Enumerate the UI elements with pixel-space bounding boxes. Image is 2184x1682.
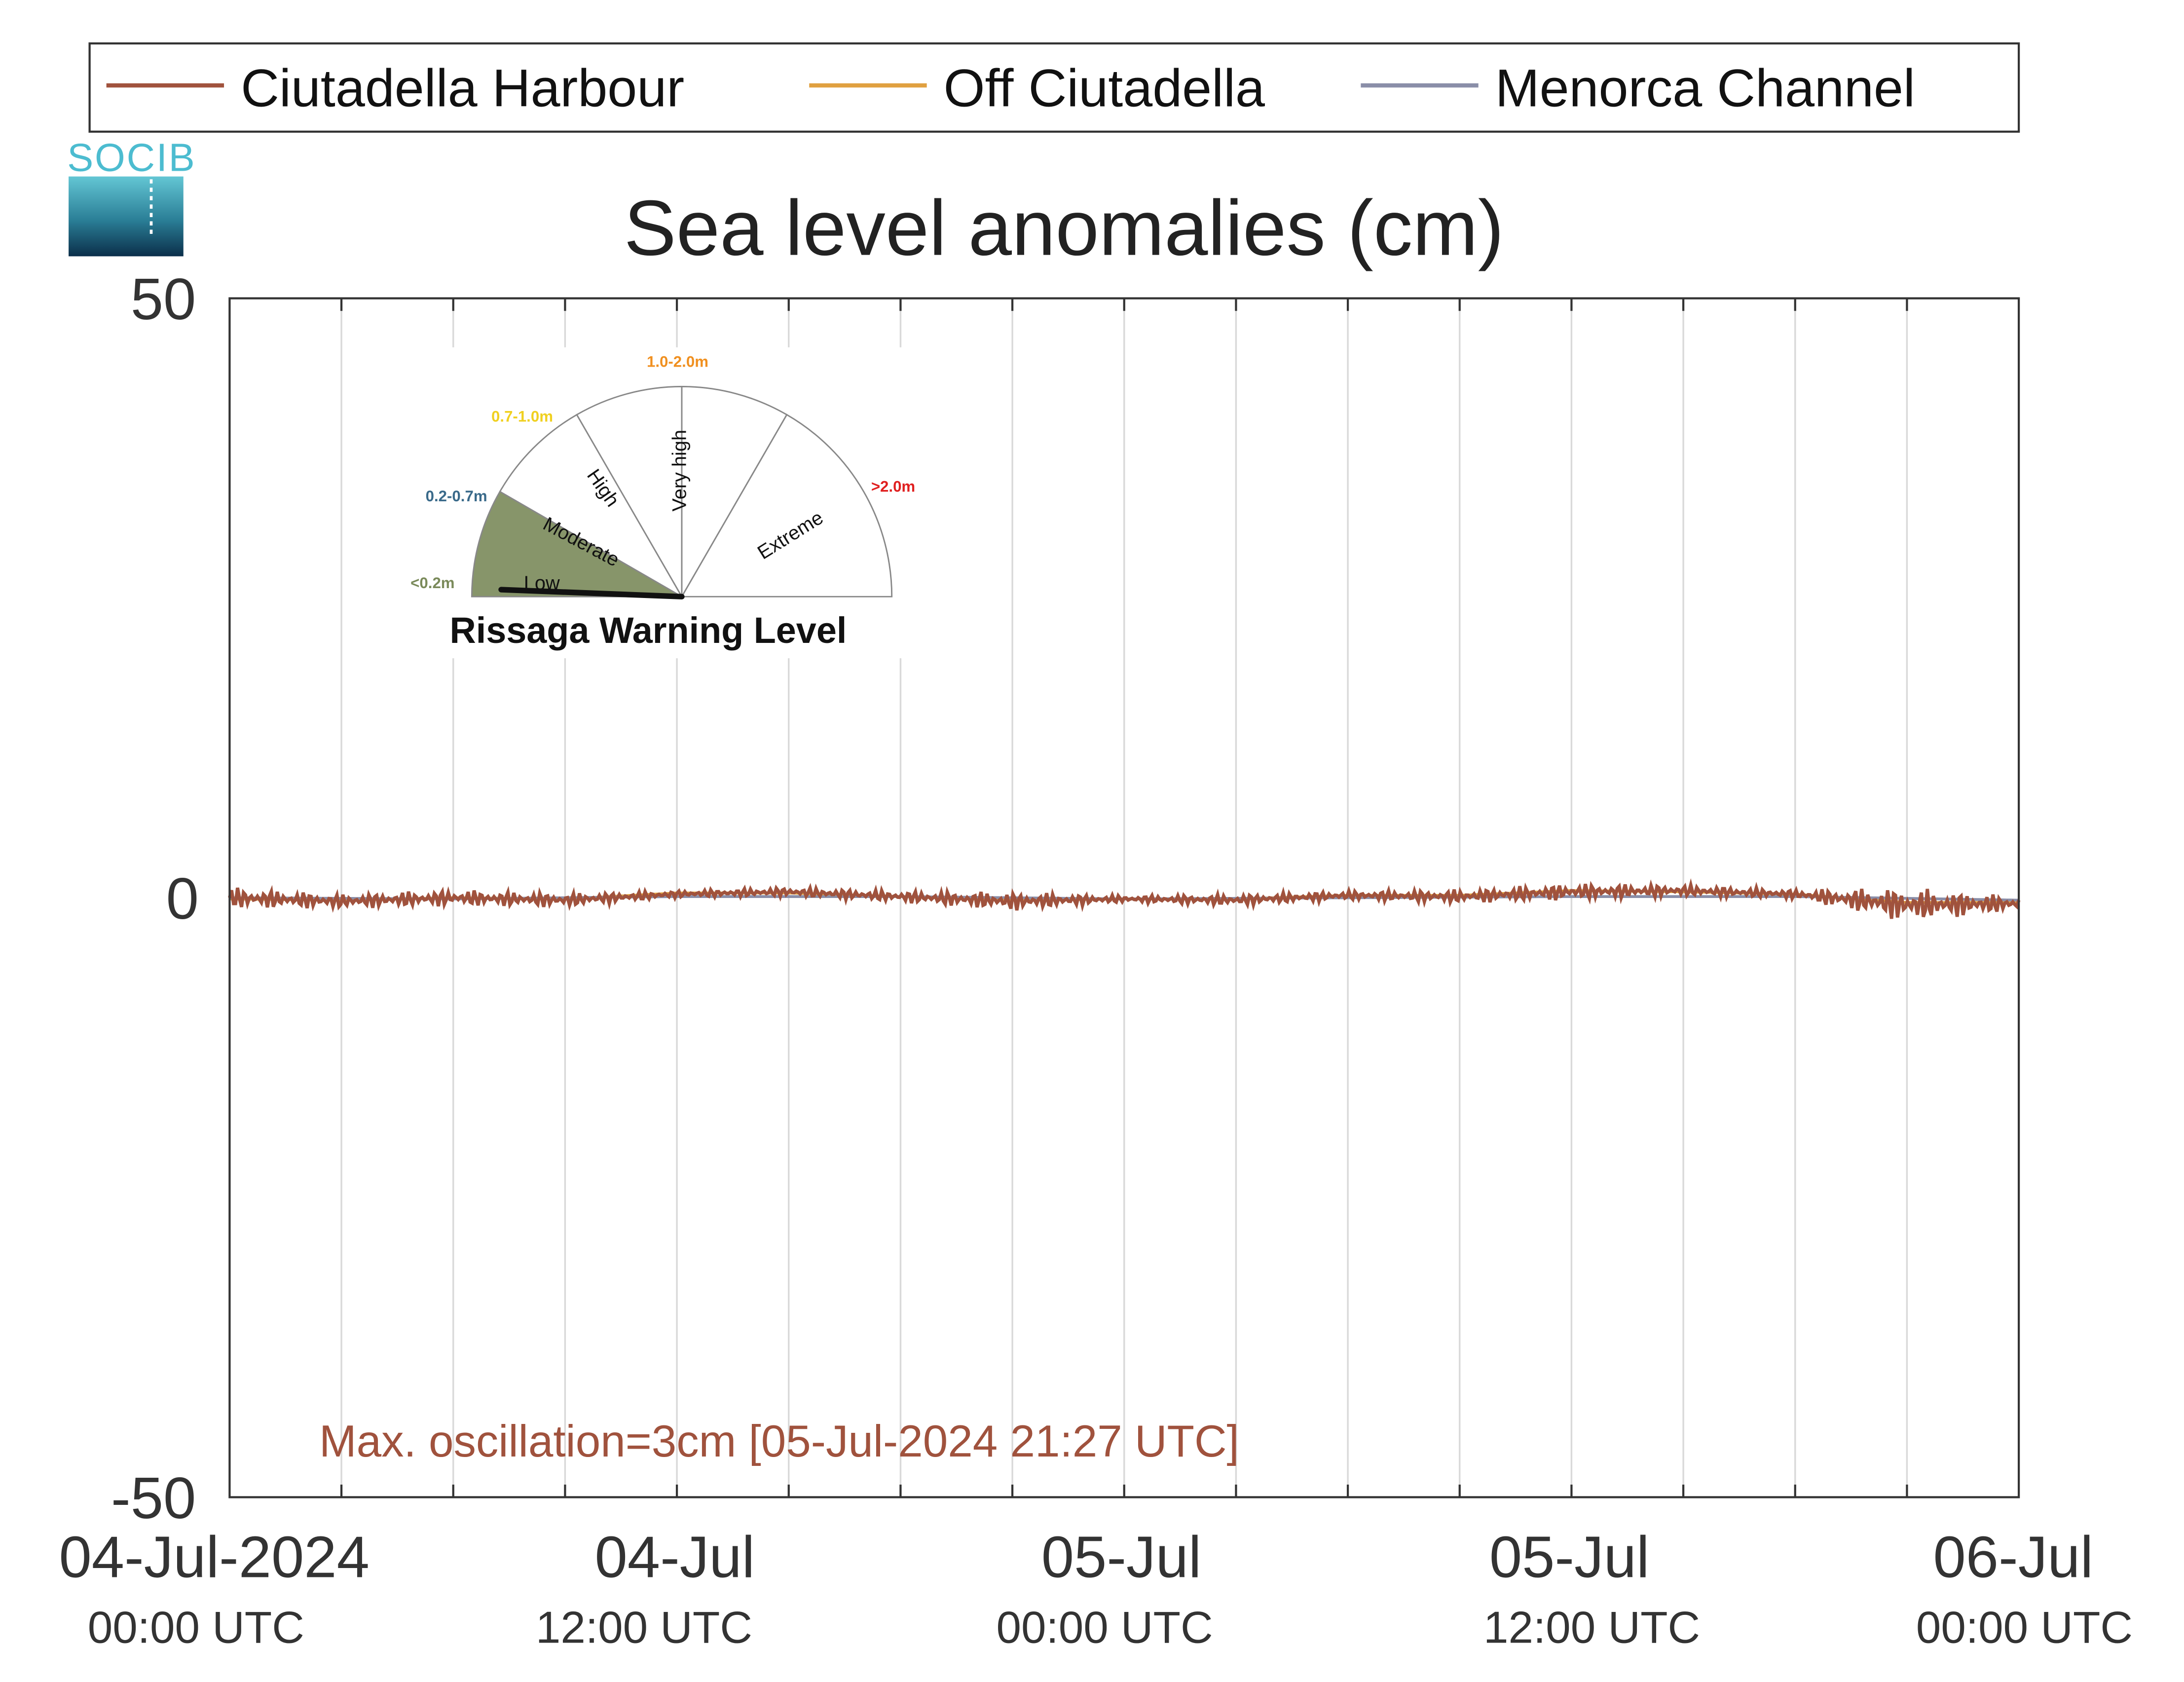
y-tick-label: 0 [166,866,199,932]
logo-wave-block [69,176,184,257]
gauge-range-label: >2.0m [871,478,915,495]
axis-ticks [340,298,1908,1497]
gauge-sector-moderate [499,413,684,599]
x-tick-label: 05-Jul [1489,1524,1650,1590]
gauge-sector-very-high [681,386,788,599]
x-tick-sublabel: 12:00 UTC [536,1603,752,1653]
gauge-sector-extreme [680,413,893,598]
x-tick-sublabel: 00:00 UTC [1916,1603,2133,1653]
y-axis: 50 0 -50 [111,266,199,1531]
gauge-needle [498,587,685,599]
legend-label-ciutadella-harbour: Ciutadella Harbour [241,58,684,118]
gauge-range-label: 0.2-0.7m [426,487,487,505]
series-layer [228,878,2021,919]
gauge-range-label: 1.0-2.0m [647,353,708,371]
gauge-level-label: Very high [669,430,691,512]
y-tick-label: -50 [111,1465,196,1531]
legend-box [88,42,2020,133]
chart-title: Sea level anomalies (cm) [624,184,1504,272]
gauge-range-label: <0.2m [410,574,454,592]
legend-label-menorca-channel: Menorca Channel [1495,58,1915,118]
x-tick-label: 04-Jul [595,1524,755,1590]
legend: Ciutadella Harbour Off Ciutadella Menorc… [88,42,2020,133]
legend-label-off-ciutadella: Off Ciutadella [944,58,1265,118]
socib-logo: SOCIB [67,135,196,257]
x-tick-sublabel: 00:00 UTC [996,1603,1213,1653]
x-tick-label: 06-Jul [1933,1524,2093,1590]
x-tick-sublabel: 00:00 UTC [88,1603,304,1653]
gauge-title: Rissaga Warning Level [449,610,847,651]
logo-text: SOCIB [67,135,196,179]
x-tick-label: 04-Jul-2024 [59,1524,369,1590]
x-axis: 04-Jul-2024 00:00 UTC 04-Jul 12:00 UTC 0… [59,1524,2132,1652]
x-tick-sublabel: 12:00 UTC [1483,1603,1700,1653]
x-tick-label: 05-Jul [1041,1524,1202,1590]
max-oscillation-annotation: Max. oscillation=3cm [05-Jul-2024 21:27 … [319,1417,1239,1466]
y-tick-label: 50 [131,266,196,332]
series-line-ciutadella-harbour [228,878,2021,919]
gauge-range-label: 0.7-1.0m [491,408,553,425]
gauge-sector-high [576,386,683,599]
gauge-sector-low [471,490,685,598]
